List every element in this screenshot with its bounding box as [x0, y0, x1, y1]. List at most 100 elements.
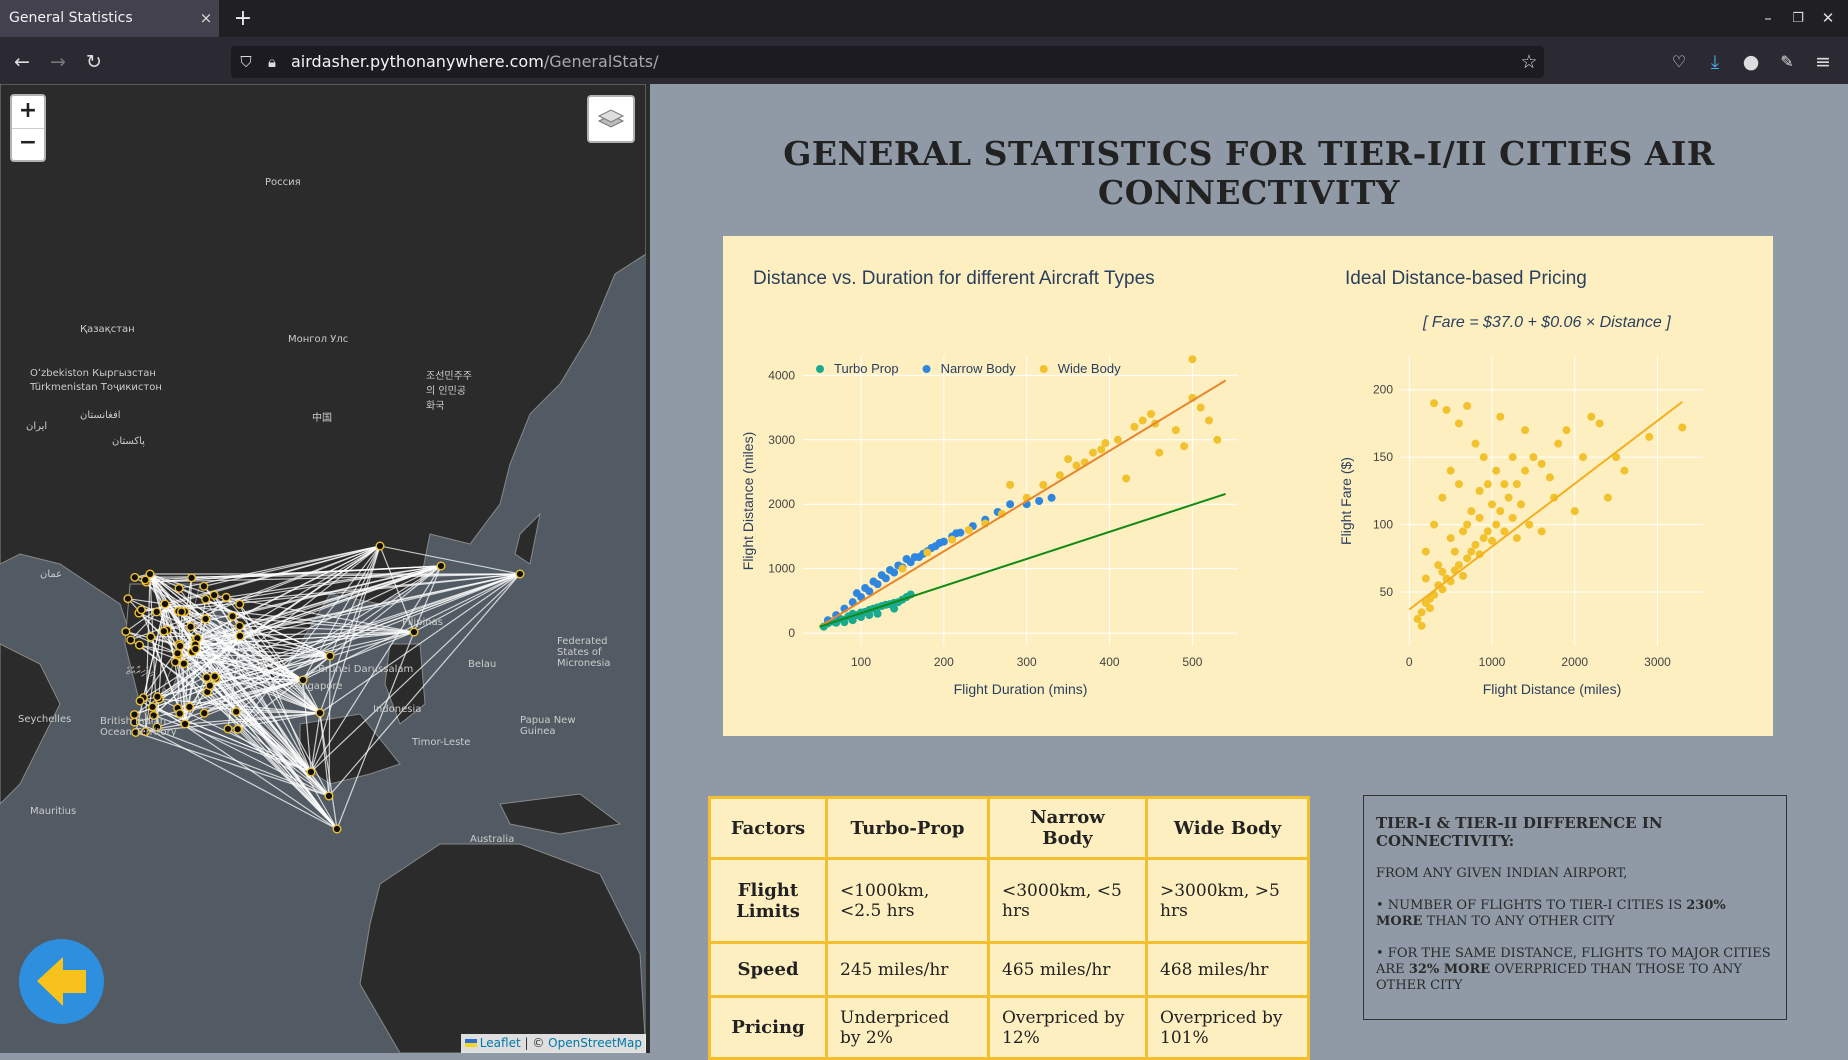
- route-map[interactable]: Россия Қазақстан Монгол Улс Oʻzbekiston …: [0, 84, 646, 1053]
- leaflet-link[interactable]: Leaflet: [480, 1036, 521, 1050]
- y-tick-label: 4000: [768, 368, 795, 382]
- layers-button[interactable]: [587, 95, 635, 143]
- airport-marker: [325, 792, 333, 800]
- airport-marker: [236, 632, 244, 640]
- close-tab-icon[interactable]: ×: [196, 0, 216, 37]
- data-point: [1678, 423, 1686, 431]
- reload-icon[interactable]: ↻: [80, 48, 108, 76]
- y-tick-label: 2000: [768, 497, 795, 511]
- lock-icon[interactable]: 🔒︎: [258, 48, 286, 76]
- y-tick-label: 100: [1373, 518, 1393, 532]
- map-label-philippines: Pilipinas: [402, 617, 443, 628]
- data-point: [1213, 436, 1221, 444]
- airport-marker: [200, 582, 208, 590]
- data-point: [1443, 406, 1451, 414]
- data-point: [1035, 497, 1043, 505]
- data-point: [1492, 521, 1500, 529]
- account-icon[interactable]: ●: [1737, 48, 1765, 76]
- airport-marker: [203, 674, 211, 682]
- back-icon[interactable]: ←: [8, 48, 36, 76]
- airport-marker: [122, 628, 130, 636]
- data-point: [1197, 404, 1205, 412]
- zoom-in-button[interactable]: +: [12, 96, 44, 129]
- data-point: [886, 566, 894, 574]
- data-point: [1414, 615, 1422, 623]
- row-label: Speed: [710, 943, 827, 997]
- data-point: [1538, 527, 1546, 535]
- map-label-singapore: Singapore: [292, 681, 342, 692]
- page-title: GENERAL STATISTICS FOR TIER-I/II CITIES …: [650, 134, 1848, 212]
- airport-marker: [202, 615, 210, 623]
- airport-marker: [149, 703, 157, 711]
- info-bullet-2: • FOR THE SAME DISTANCE, FLIGHTS TO MAJO…: [1376, 946, 1774, 994]
- airport-marker: [222, 593, 230, 601]
- data-point: [1546, 473, 1554, 481]
- x-axis-label: Flight Distance (miles): [1483, 681, 1621, 697]
- data-point: [1463, 554, 1471, 562]
- table-cell: Overpriced by 12%: [989, 997, 1147, 1059]
- airport-marker: [172, 658, 180, 666]
- airport-marker: [192, 645, 200, 653]
- map-label-uzbekistan: Oʻzbekiston Кыргызстан: [30, 368, 156, 379]
- data-point: [948, 536, 956, 544]
- ukraine-flag-icon: [465, 1039, 477, 1047]
- data-point: [923, 549, 931, 557]
- airport-marker: [307, 768, 315, 776]
- data-point: [1604, 494, 1612, 502]
- data-point: [1488, 500, 1496, 508]
- data-point: [1525, 521, 1533, 529]
- data-point: [1509, 514, 1517, 522]
- airport-marker: [178, 608, 186, 616]
- bookmark-star-icon[interactable]: ☆: [1515, 48, 1543, 76]
- new-tab-button[interactable]: +: [228, 0, 258, 37]
- table-cell: Overpriced by 101%: [1147, 997, 1309, 1059]
- airport-marker: [229, 613, 237, 621]
- data-point: [1571, 507, 1579, 515]
- info-bullet-1: • NUMBER OF FLIGHTS TO TIER-I CITIES IS …: [1376, 898, 1774, 930]
- legend-marker: [816, 365, 824, 373]
- data-point: [874, 610, 882, 618]
- data-point: [1438, 494, 1446, 502]
- table-row: Flight Limits <1000km, <2.5 hrs <3000km,…: [710, 859, 1309, 943]
- airport-marker: [410, 628, 418, 636]
- data-point: [1476, 487, 1484, 495]
- data-point: [1172, 426, 1180, 434]
- airport-marker: [224, 725, 232, 733]
- attribution-separator: | ©: [521, 1036, 549, 1050]
- map-label-russia: Россия: [265, 177, 301, 188]
- map-label-australia: Australia: [470, 834, 514, 845]
- shield-icon[interactable]: ⛉: [232, 48, 260, 76]
- data-point: [1426, 604, 1434, 612]
- data-point: [1447, 534, 1455, 542]
- download-icon[interactable]: ⤓: [1701, 48, 1729, 76]
- pocket-icon[interactable]: ♡: [1665, 48, 1693, 76]
- forward-icon[interactable]: →: [44, 48, 72, 76]
- airport-marker: [188, 574, 196, 582]
- back-arrow-button[interactable]: [19, 939, 104, 1024]
- zoom-out-button[interactable]: −: [12, 128, 44, 160]
- map-label-biot: British Indian Ocean Territory: [100, 716, 180, 738]
- extension-icon[interactable]: ✎: [1773, 48, 1801, 76]
- zoom-control: + −: [10, 94, 46, 162]
- airport-marker: [180, 660, 188, 668]
- table-row: Speed 245 miles/hr 465 miles/hr 468 mile…: [710, 943, 1309, 997]
- airport-marker: [161, 600, 169, 608]
- data-point: [1480, 453, 1488, 461]
- browser-tab[interactable]: General Statistics: [0, 0, 219, 37]
- close-window-icon[interactable]: ✕: [1808, 0, 1848, 37]
- airport-marker: [232, 708, 240, 716]
- x-tick-label: 100: [851, 655, 871, 669]
- tab-bar: [0, 0, 1848, 37]
- airport-marker: [186, 703, 194, 711]
- osm-link[interactable]: OpenStreetMap: [548, 1036, 642, 1050]
- url-text[interactable]: airdasher.pythonanywhere.com/GeneralStat…: [291, 46, 659, 78]
- y-tick-label: 50: [1380, 585, 1394, 599]
- map-label-palau: Belau: [468, 659, 496, 670]
- data-point: [1438, 568, 1446, 576]
- menu-icon[interactable]: ≡: [1809, 48, 1837, 76]
- url-host: airdasher.pythonanywhere.com: [291, 52, 544, 71]
- map-label-pakistan: پاکستان: [112, 436, 145, 447]
- connectivity-info-box: TIER-I & TIER-II DIFFERENCE IN CONNECTIV…: [1363, 795, 1787, 1020]
